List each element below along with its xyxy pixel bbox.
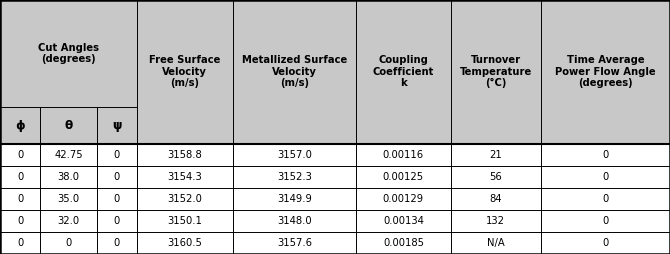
Text: 0: 0 xyxy=(602,194,608,204)
Text: Time Average
Power Flow Angle
(degrees): Time Average Power Flow Angle (degrees) xyxy=(555,55,656,88)
Text: 42.75: 42.75 xyxy=(54,150,82,160)
Text: 0: 0 xyxy=(65,238,72,248)
Text: 21: 21 xyxy=(489,150,502,160)
Text: ψ: ψ xyxy=(112,119,121,132)
Text: 0: 0 xyxy=(114,194,120,204)
Text: Cut Angles
(degrees): Cut Angles (degrees) xyxy=(38,42,99,64)
Text: Metallized Surface
Velocity
(m/s): Metallized Surface Velocity (m/s) xyxy=(242,55,347,88)
Text: 3148.0: 3148.0 xyxy=(277,216,312,226)
Text: 0: 0 xyxy=(17,238,23,248)
Bar xyxy=(356,0,450,144)
Text: 0: 0 xyxy=(602,238,608,248)
Text: 0: 0 xyxy=(17,150,23,160)
Bar xyxy=(450,0,541,144)
Text: Coupling
Coefficient
k: Coupling Coefficient k xyxy=(373,55,434,88)
Bar xyxy=(232,0,356,144)
Text: 0.00134: 0.00134 xyxy=(383,216,424,226)
Text: 0.00125: 0.00125 xyxy=(383,172,424,182)
Text: 3152.0: 3152.0 xyxy=(168,194,202,204)
Text: 3150.1: 3150.1 xyxy=(168,216,202,226)
Text: Turnover
Temperature
(°C): Turnover Temperature (°C) xyxy=(460,55,532,88)
Bar xyxy=(0,107,137,144)
Text: 0.00116: 0.00116 xyxy=(383,150,424,160)
Text: N/A: N/A xyxy=(486,238,505,248)
Text: 56: 56 xyxy=(489,172,502,182)
Text: 0: 0 xyxy=(602,172,608,182)
Text: 0: 0 xyxy=(114,150,120,160)
Text: 0: 0 xyxy=(114,238,120,248)
Text: 0: 0 xyxy=(602,216,608,226)
Text: 3160.5: 3160.5 xyxy=(168,238,202,248)
Text: 3157.6: 3157.6 xyxy=(277,238,312,248)
Bar xyxy=(0,0,137,107)
Text: 0.00129: 0.00129 xyxy=(383,194,424,204)
Text: θ: θ xyxy=(64,119,72,132)
Text: 0: 0 xyxy=(17,216,23,226)
Bar xyxy=(0,188,670,210)
Text: 0.00185: 0.00185 xyxy=(383,238,424,248)
Text: ϕ: ϕ xyxy=(15,119,25,132)
Text: 0: 0 xyxy=(114,216,120,226)
Text: 35.0: 35.0 xyxy=(58,194,80,204)
Text: 84: 84 xyxy=(489,194,502,204)
Text: 0: 0 xyxy=(114,172,120,182)
Text: 3158.8: 3158.8 xyxy=(168,150,202,160)
Text: 0: 0 xyxy=(17,194,23,204)
Text: 132: 132 xyxy=(486,216,505,226)
Bar xyxy=(137,0,232,144)
Text: 0: 0 xyxy=(17,172,23,182)
Text: 3154.3: 3154.3 xyxy=(168,172,202,182)
Bar xyxy=(0,210,670,232)
Text: 3149.9: 3149.9 xyxy=(277,194,312,204)
Bar xyxy=(0,144,670,166)
Bar xyxy=(541,0,670,144)
Text: Free Surface
Velocity
(m/s): Free Surface Velocity (m/s) xyxy=(149,55,220,88)
Text: 32.0: 32.0 xyxy=(58,216,80,226)
Bar xyxy=(0,166,670,188)
Text: 0: 0 xyxy=(602,150,608,160)
Text: 3152.3: 3152.3 xyxy=(277,172,312,182)
Bar xyxy=(0,232,670,254)
Text: 3157.0: 3157.0 xyxy=(277,150,312,160)
Text: 38.0: 38.0 xyxy=(58,172,80,182)
